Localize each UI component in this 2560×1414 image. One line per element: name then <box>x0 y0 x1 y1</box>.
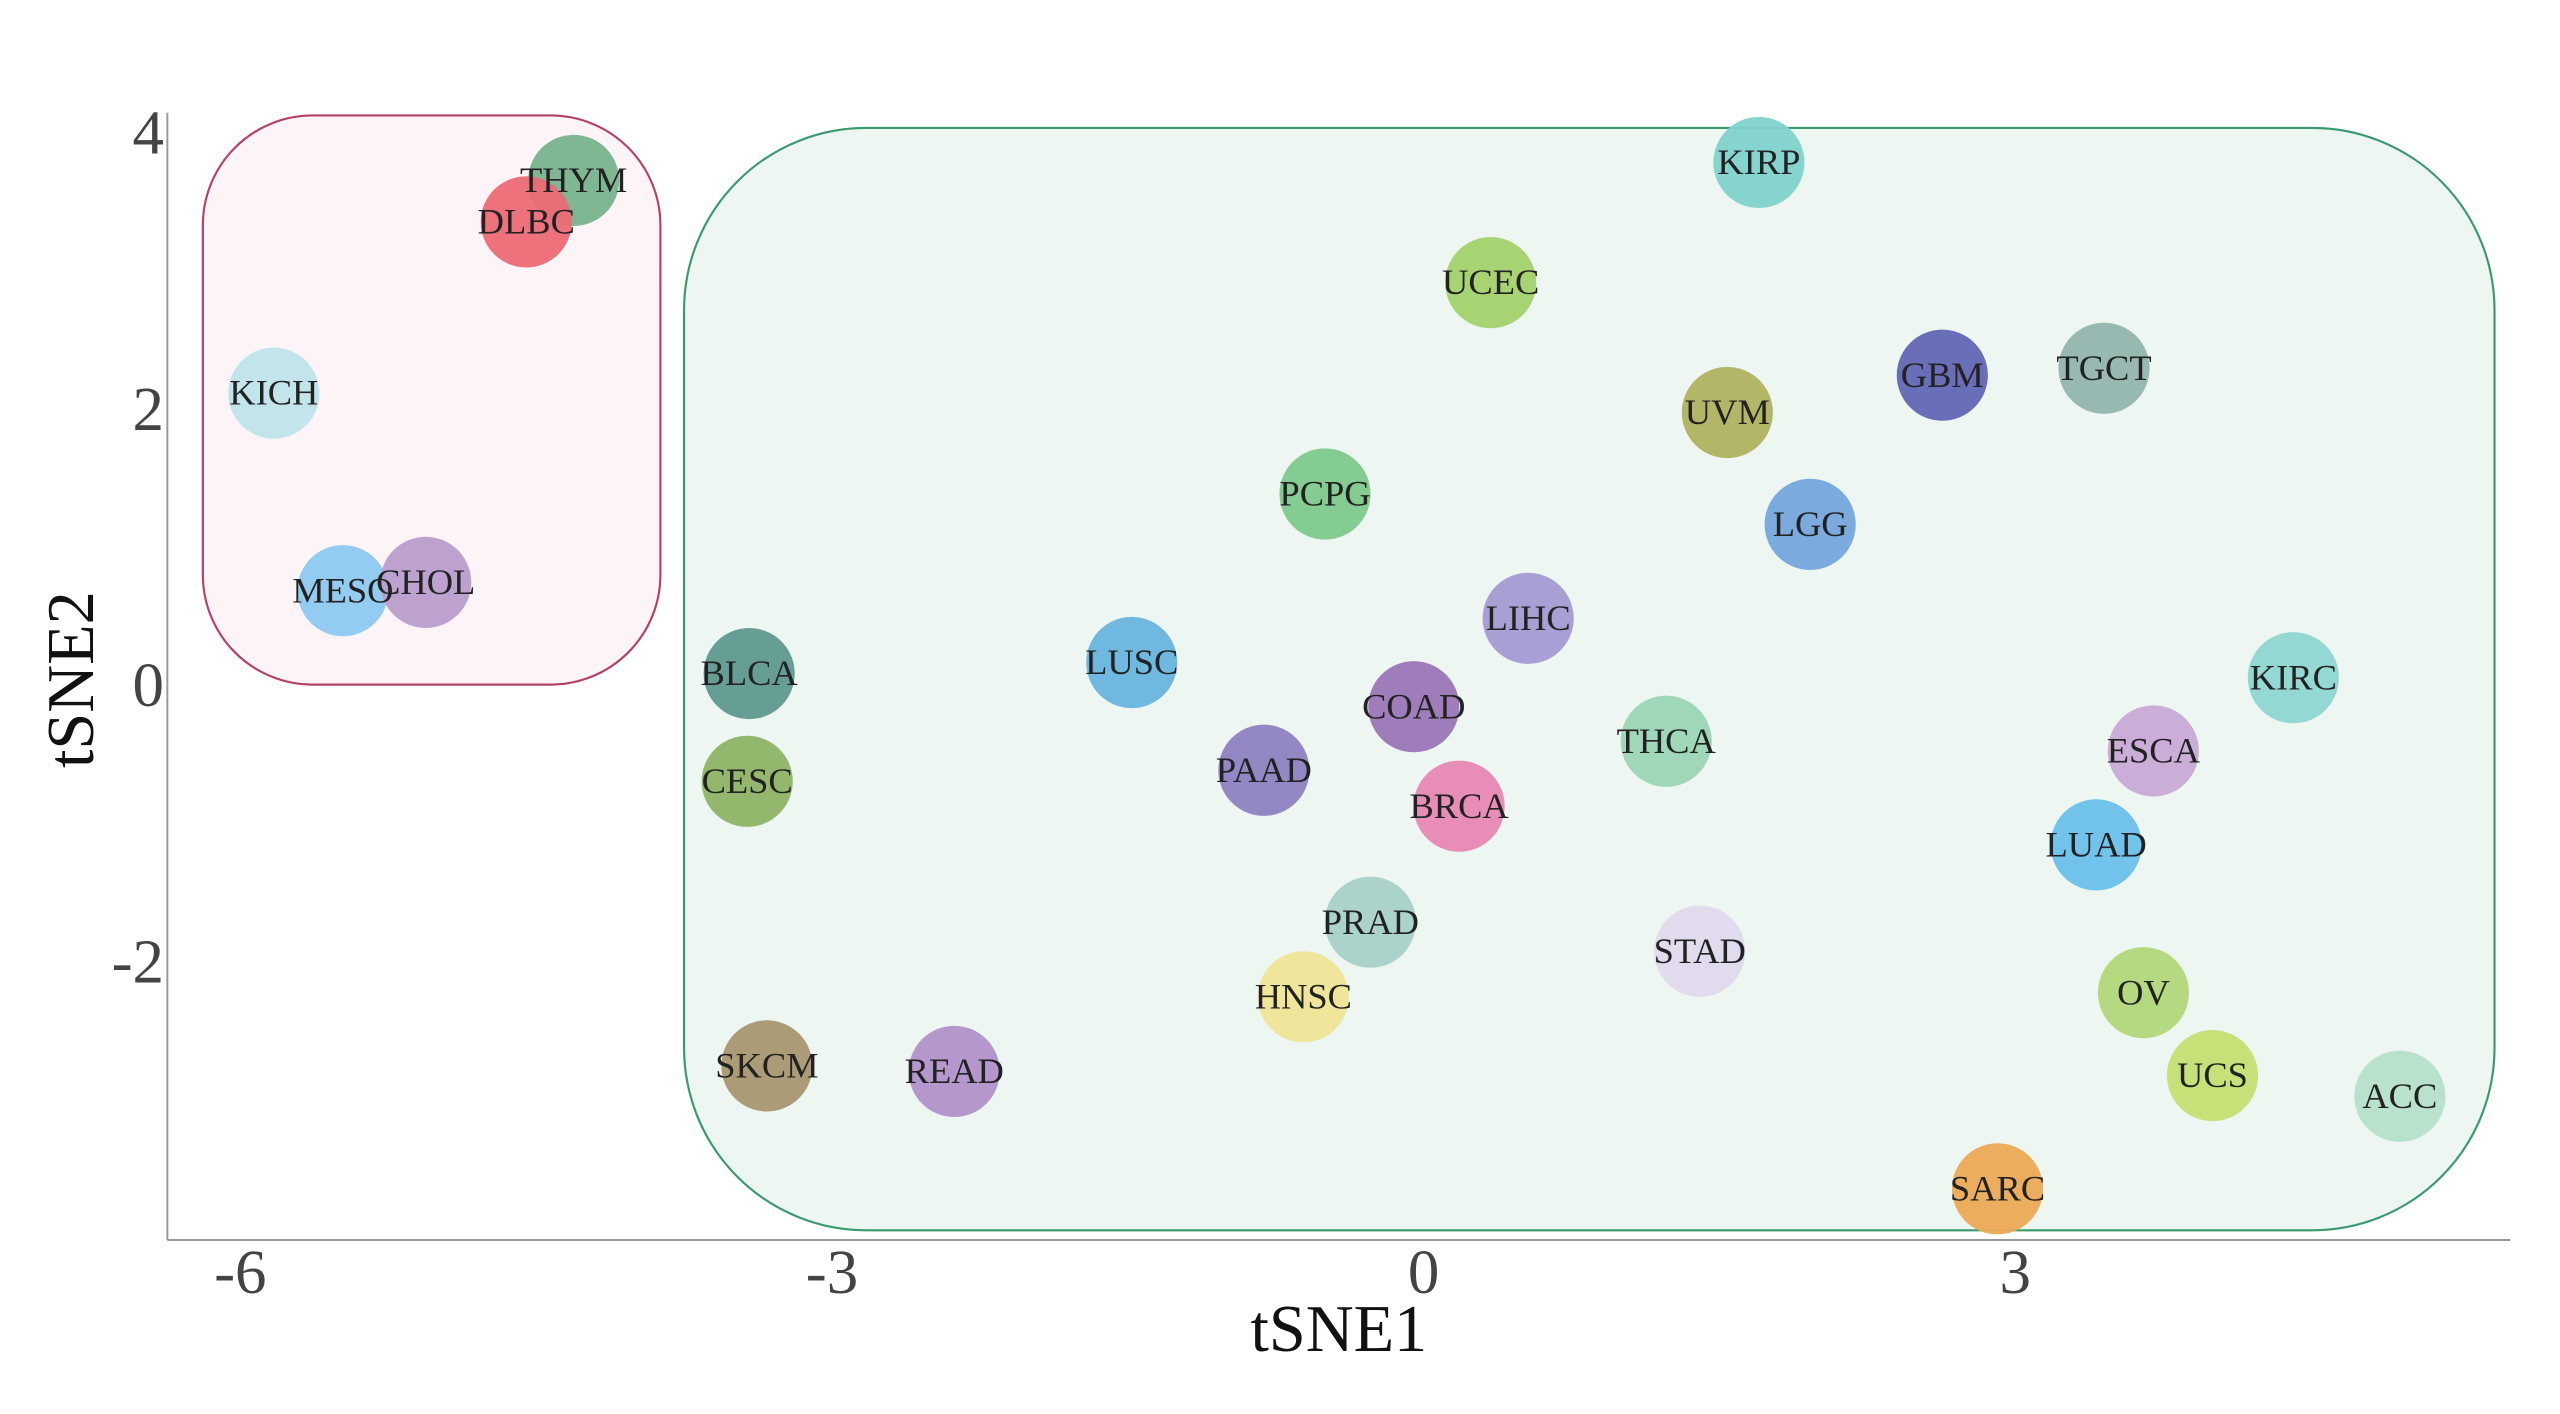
point-uvm <box>1681 366 1773 459</box>
point-acc <box>2354 1050 2446 1142</box>
point-lgg <box>1764 478 1856 570</box>
point-lusc <box>1086 616 1178 709</box>
point-label-thym: THYM <box>520 160 627 200</box>
x-ticks: -6 -3 0 3 <box>214 1237 2031 1307</box>
x-axis-label: tSNE1 <box>1250 1293 1427 1366</box>
point-blca <box>703 627 795 720</box>
point-label-skcm: SKCM <box>715 1045 818 1085</box>
point-label-tgct: TGCT <box>2056 348 2151 388</box>
point-paad <box>1218 724 1310 816</box>
point-luad <box>2050 799 2142 891</box>
point-kich <box>228 347 320 439</box>
point-dlbc <box>480 176 572 268</box>
point-prad <box>1324 876 1416 968</box>
point-label-kirp: KIRP <box>1717 142 1800 182</box>
point-read <box>908 1025 1000 1117</box>
point-cesc <box>701 735 793 827</box>
point-brca <box>1413 760 1505 852</box>
y-axis-label: tSNE2 <box>35 591 108 768</box>
point-label-thca: THCA <box>1617 721 1717 761</box>
point-coad <box>1368 661 1460 753</box>
point-gbm <box>1896 329 1988 421</box>
point-label-luad: LUAD <box>2046 824 2147 864</box>
point-tgct <box>2058 322 2150 414</box>
point-label-meso: MESO <box>292 570 393 610</box>
point-label-lusc: LUSC <box>1085 642 1178 682</box>
x-tick-label: -3 <box>806 1237 858 1307</box>
point-label-kich: KICH <box>229 373 318 413</box>
point-stad <box>1654 905 1746 997</box>
point-label-ucs: UCS <box>2177 1055 2248 1095</box>
point-meso <box>297 545 389 637</box>
y-tick-label: -2 <box>112 926 164 996</box>
point-label-coad: COAD <box>1362 686 1465 726</box>
x-tick-label: -6 <box>214 1237 266 1307</box>
point-label-blca: BLCA <box>701 653 799 693</box>
y-ticks: 4 2 0 -2 <box>112 98 164 997</box>
point-label-read: READ <box>905 1051 1004 1091</box>
cluster-regions <box>201 114 2496 1232</box>
point-pcpg <box>1279 448 1371 540</box>
point-label-kirc: KIRC <box>2250 657 2337 697</box>
point-hnsc <box>1257 951 1349 1043</box>
x-tick-label: 3 <box>2000 1237 2031 1307</box>
point-ov <box>2097 947 2190 1039</box>
point-label-acc: ACC <box>2362 1076 2437 1116</box>
point-skcm <box>721 1020 813 1112</box>
point-ucec <box>1445 237 1537 329</box>
point-thca <box>1620 695 1712 787</box>
point-label-dlbc: DLBC <box>478 201 575 241</box>
point-esca <box>2107 705 2199 797</box>
point-label-sarc: SARC <box>1950 1168 2045 1208</box>
point-chol <box>380 536 472 628</box>
point-label-esca: ESCA <box>2107 731 2201 771</box>
point-lihc <box>1482 572 1574 664</box>
point-label-lgg: LGG <box>1773 504 1848 544</box>
point-label-cesc: CESC <box>702 761 793 801</box>
point-label-lihc: LIHC <box>1486 598 1571 638</box>
point-label-gbm: GBM <box>1901 355 1984 395</box>
point-label-chol: CHOL <box>376 562 475 602</box>
point-kirc <box>2247 632 2339 724</box>
point-label-prad: PRAD <box>1322 902 1419 942</box>
point-label-pcpg: PCPG <box>1279 474 1370 514</box>
point-ucs <box>2166 1029 2259 1122</box>
y-tick-label: 2 <box>133 374 164 444</box>
cluster-2-region <box>682 126 2496 1232</box>
y-tick-label: 4 <box>133 98 164 168</box>
point-label-ucec: UCEC <box>1442 262 1539 302</box>
point-sarc <box>1951 1143 2044 1235</box>
point-label-uvm: UVM <box>1685 392 1770 432</box>
point-kirp <box>1713 116 1805 209</box>
y-tick-label: 0 <box>133 650 164 720</box>
point-label-ov: OV <box>2117 972 2170 1012</box>
point-label-stad: STAD <box>1654 931 1746 971</box>
point-label-paad: PAAD <box>1216 750 1312 790</box>
x-tick-label: 0 <box>1408 1237 1439 1307</box>
point-label-hnsc: HNSC <box>1255 976 1352 1016</box>
point-label-brca: BRCA <box>1409 786 1509 826</box>
